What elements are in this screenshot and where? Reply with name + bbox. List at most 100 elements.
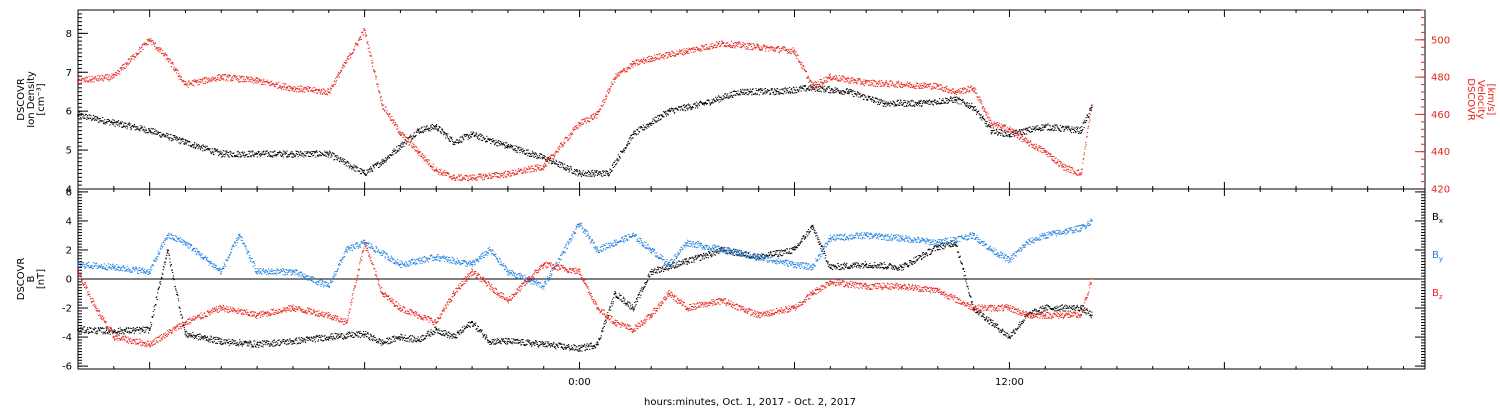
data-point xyxy=(94,78,96,80)
data-point xyxy=(193,143,195,145)
data-point xyxy=(298,151,300,153)
data-point xyxy=(814,88,816,90)
data-point xyxy=(591,114,593,116)
data-point xyxy=(412,134,415,136)
data-point xyxy=(981,103,983,105)
data-point xyxy=(1035,125,1037,127)
data-point xyxy=(860,81,862,83)
data-point xyxy=(501,143,503,145)
data-point xyxy=(302,91,304,93)
data-point xyxy=(983,118,985,120)
data-point xyxy=(715,96,717,98)
data-point xyxy=(878,80,880,82)
data-point xyxy=(685,52,687,54)
data-point xyxy=(1048,124,1050,126)
data-point xyxy=(205,145,207,147)
data-point xyxy=(406,137,408,139)
data-point xyxy=(786,50,789,52)
data-point xyxy=(785,50,787,52)
data-point xyxy=(330,89,332,91)
data-point xyxy=(358,37,360,39)
data-point xyxy=(843,93,845,95)
data-point xyxy=(687,103,690,105)
data-point xyxy=(828,91,830,93)
data-point xyxy=(1060,163,1062,165)
data-point xyxy=(103,121,105,123)
data-point xyxy=(340,71,342,73)
data-point xyxy=(312,87,314,89)
data-point xyxy=(127,58,129,60)
data-point xyxy=(454,144,456,146)
data-point xyxy=(513,172,516,174)
data-point xyxy=(158,51,160,53)
data-point xyxy=(687,107,689,109)
data-point xyxy=(775,93,777,95)
data-point xyxy=(754,93,756,95)
data-point xyxy=(751,91,753,93)
data-point xyxy=(417,149,419,151)
data-point xyxy=(295,150,297,152)
data-point xyxy=(735,42,737,44)
data-point xyxy=(781,50,783,52)
data-point xyxy=(977,99,979,101)
data-point xyxy=(620,72,622,74)
data-point xyxy=(903,100,905,102)
data-point xyxy=(474,179,476,181)
data-point xyxy=(618,159,620,161)
data-point xyxy=(935,83,937,85)
data-point xyxy=(494,171,497,173)
y2-tick-label: 460 xyxy=(1431,110,1450,121)
data-point xyxy=(972,90,974,92)
data-point xyxy=(924,102,926,104)
data-point xyxy=(530,165,532,167)
data-point xyxy=(457,139,459,141)
data-point xyxy=(497,139,500,141)
data-point xyxy=(585,175,587,177)
data-point xyxy=(783,88,785,90)
data-point xyxy=(1015,129,1018,131)
data-point xyxy=(220,153,222,155)
data-point xyxy=(822,83,825,85)
data-point xyxy=(684,110,687,112)
data-point xyxy=(1043,126,1045,128)
data-point xyxy=(343,66,345,68)
data-point xyxy=(781,47,783,49)
data-point xyxy=(433,170,435,172)
data-point xyxy=(1010,131,1012,133)
data-point xyxy=(1017,136,1019,138)
data-point xyxy=(972,109,974,111)
data-point xyxy=(549,160,551,162)
data-point xyxy=(165,59,167,61)
data-point xyxy=(301,89,304,91)
data-point xyxy=(440,132,442,134)
data-point xyxy=(739,46,741,48)
data-point xyxy=(552,154,555,156)
data-point xyxy=(292,152,294,154)
data-point xyxy=(608,174,610,176)
data-point xyxy=(954,97,956,99)
data-point xyxy=(942,86,944,88)
data-point xyxy=(801,62,803,64)
data-point xyxy=(753,45,755,47)
data-point xyxy=(533,156,535,158)
data-point xyxy=(922,84,924,86)
data-point xyxy=(132,125,134,127)
data-point xyxy=(1090,106,1093,108)
data-point xyxy=(527,171,529,173)
data-point xyxy=(186,84,188,86)
data-point xyxy=(468,136,470,138)
data-point xyxy=(798,61,800,63)
data-point xyxy=(111,73,113,75)
data-point xyxy=(497,176,499,178)
data-point xyxy=(883,102,886,104)
data-point xyxy=(774,89,776,91)
data-point xyxy=(1029,131,1031,133)
data-point xyxy=(1069,171,1071,173)
data-point xyxy=(711,102,713,104)
data-point xyxy=(136,53,139,55)
data-point xyxy=(685,106,687,108)
data-point xyxy=(1080,173,1082,175)
data-point xyxy=(958,92,960,94)
data-point xyxy=(814,90,816,92)
